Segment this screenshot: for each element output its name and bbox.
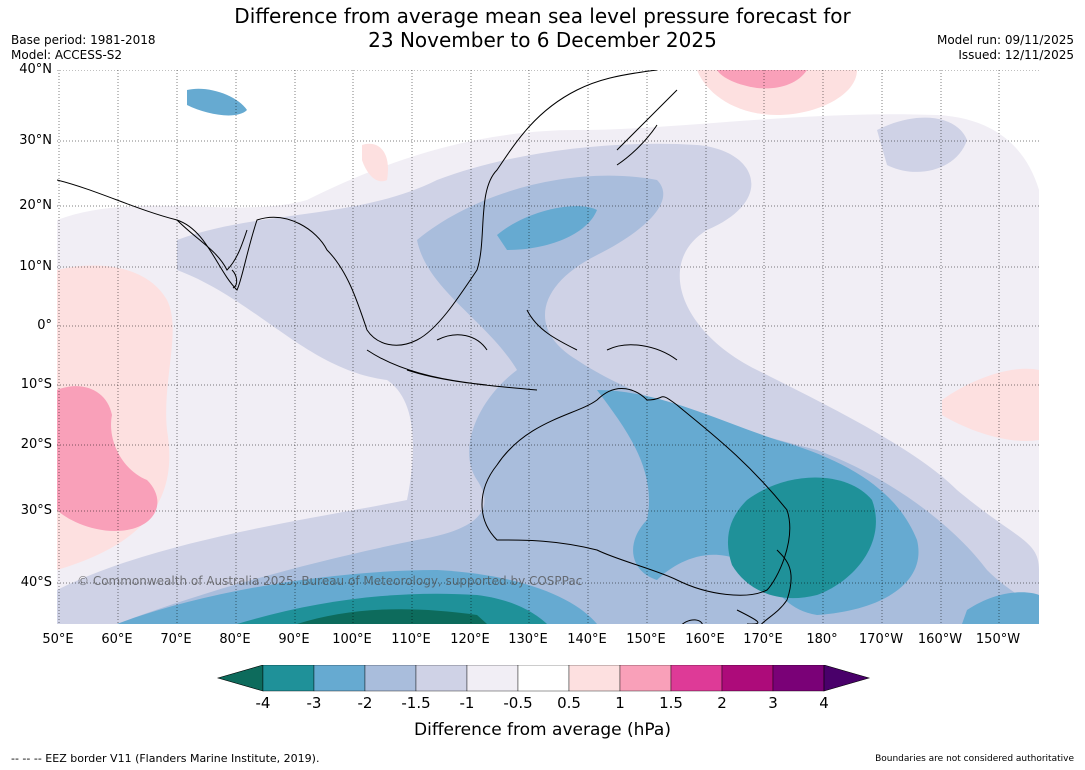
field-plus-1-north (717, 70, 807, 89)
issued-date: Issued: 12/11/2025 (958, 48, 1074, 62)
lon-label-100e: 100°E (332, 632, 372, 647)
lon-label-160e: 160°E (685, 632, 725, 647)
lat-label-40n: 40°N (19, 62, 52, 77)
base-period: Base period: 1981-2018 (11, 33, 156, 47)
lon-label-170e: 170°E (743, 632, 783, 647)
anomaly-fields (57, 70, 1039, 624)
colorbar (216, 665, 871, 692)
colorbar-tick-label: 4 (819, 694, 829, 712)
asia-coast (57, 70, 658, 346)
model-name: Model: ACCESS-S2 (11, 48, 123, 62)
field-minus-2-tibet (187, 88, 247, 116)
lon-label-140e: 140°E (567, 632, 607, 647)
boundaries-note: Boundaries are not considered authoritat… (875, 754, 1074, 764)
colorbar-segment (670, 665, 723, 692)
model-run: Model run: 09/11/2025 (936, 33, 1074, 47)
colorbar-tick-label: 3 (768, 694, 778, 712)
lon-label-80e: 80°E (219, 632, 251, 647)
lon-label-120e: 120°E (450, 632, 490, 647)
lon-label-70e: 70°E (160, 632, 192, 647)
coastlines (57, 70, 792, 624)
lon-label-150e: 150°E (626, 632, 666, 647)
lat-label-20n: 20°N (19, 198, 52, 213)
lon-label-160w: 160°W (917, 632, 963, 647)
colorbar-tick-label: 1 (615, 694, 625, 712)
colorbar-segment (364, 665, 417, 692)
lat-label-30s: 30°S (20, 503, 52, 518)
colorbar-segment (568, 665, 621, 692)
indonesia-coast (366, 309, 678, 391)
colorbar-tick-label: -0.5 (503, 694, 533, 712)
japan-coast (616, 89, 678, 166)
colorbar-segment (772, 665, 825, 692)
colorbar-tick-label: 0.5 (557, 694, 581, 712)
lat-label-30n: 30°N (19, 133, 52, 148)
lat-label-0: 0° (37, 318, 52, 333)
eez-note: -- -- -- EEZ border V11 (Flanders Marine… (11, 752, 320, 765)
lat-label-10n: 10°N (19, 259, 52, 274)
field-minus-3 (727, 477, 876, 599)
field-minus-2 (497, 206, 597, 250)
colorbar-extend-high (823, 665, 871, 692)
lon-label-50e: 50°E (42, 632, 74, 647)
field-minus-4 (297, 609, 487, 624)
lon-label-150w: 150°W (975, 632, 1021, 647)
colorbar-segment (262, 665, 315, 692)
lon-label-170w: 170°W (858, 632, 904, 647)
colorbar-tick-label: -1 (459, 694, 475, 712)
tasmania-coast (682, 619, 703, 624)
colorbar-tick-label: -2 (357, 694, 373, 712)
colorbar-label: Difference from average (hPa) (414, 720, 671, 740)
colorbar-segment (517, 665, 570, 692)
colorbar-segment (721, 665, 774, 692)
sri-lanka (231, 269, 238, 289)
colorbar-segment (466, 665, 519, 692)
colorbar-segment (415, 665, 468, 692)
india-coast (176, 219, 248, 271)
meta-right: Model run: 09/11/2025 Issued: 12/11/2025 (937, 33, 1074, 63)
pressure-map (57, 70, 1039, 624)
colorbar-tick-label: -3 (306, 694, 322, 712)
field-plus-1-west (57, 386, 158, 531)
australia-coast (481, 387, 791, 596)
title-line-1: Difference from average mean sea level p… (234, 4, 851, 28)
field-minus-1-north (877, 117, 967, 172)
title-line-2: 23 November to 6 December 2025 (368, 28, 717, 52)
field-minus-2-se (962, 592, 1039, 624)
meta-left: Base period: 1981-2018 Model: ACCESS-S2 (11, 33, 156, 63)
lon-label-90e: 90°E (278, 632, 310, 647)
colorbar-tick-label: -1.5 (401, 694, 431, 712)
colorbar-segment (619, 665, 672, 692)
map-title: Difference from average mean sea level p… (0, 4, 1085, 52)
colorbar-extend-low (216, 665, 264, 692)
graticule (57, 70, 1039, 624)
lat-label-10s: 10°S (20, 377, 52, 392)
lon-label-60e: 60°E (101, 632, 133, 647)
map-panel (57, 70, 1039, 624)
lat-label-20s: 20°S (20, 437, 52, 452)
lat-label-40s: 40°S (20, 575, 52, 590)
lon-label-130e: 130°E (508, 632, 548, 647)
lon-label-110e: 110°E (391, 632, 431, 647)
colorbar-tick-label: 2 (717, 694, 727, 712)
lon-label-180: 180° (806, 632, 838, 647)
copyright-watermark: © Commonwealth of Australia 2025, Bureau… (77, 574, 583, 588)
colorbar-tick-label: 1.5 (659, 694, 683, 712)
colorbar-segment (313, 665, 366, 692)
field-plus-0-5-china (362, 143, 388, 182)
colorbar-tick-label: -4 (255, 694, 271, 712)
field-plus-0-5-east (942, 368, 1039, 441)
new-zealand-coast (736, 549, 792, 624)
